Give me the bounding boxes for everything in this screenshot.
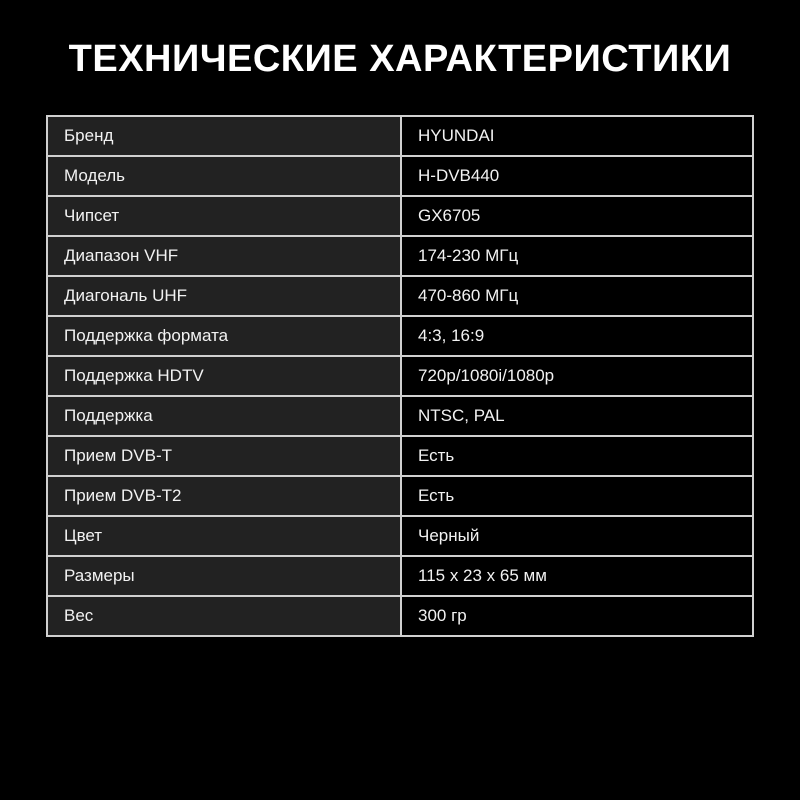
spec-label: Диапазон VHF bbox=[46, 235, 402, 277]
spec-label: Поддержка HDTV bbox=[46, 355, 402, 397]
table-row: Поддержка формата 4:3, 16:9 bbox=[46, 315, 754, 357]
table-row: Диапазон VHF 174-230 МГц bbox=[46, 235, 754, 277]
spec-value: 174-230 МГц bbox=[400, 235, 754, 277]
table-row: Поддержка HDTV 720p/1080i/1080p bbox=[46, 355, 754, 397]
spec-label: Вес bbox=[46, 595, 402, 637]
spec-value: H-DVB440 bbox=[400, 155, 754, 197]
spec-label: Цвет bbox=[46, 515, 402, 557]
spec-label: Бренд bbox=[46, 115, 402, 157]
spec-value: 300 гр bbox=[400, 595, 754, 637]
spec-value: GX6705 bbox=[400, 195, 754, 237]
table-row: Размеры 115 x 23 x 65 мм bbox=[46, 555, 754, 597]
spec-value: 470-860 МГц bbox=[400, 275, 754, 317]
table-row: Бренд HYUNDAI bbox=[46, 115, 754, 157]
spec-value: Есть bbox=[400, 435, 754, 477]
table-row: Чипсет GX6705 bbox=[46, 195, 754, 237]
page-title: ТЕХНИЧЕСКИЕ ХАРАКТЕРИСТИКИ bbox=[68, 38, 732, 80]
spec-value: Черный bbox=[400, 515, 754, 557]
table-row: Прием DVB-T Есть bbox=[46, 435, 754, 477]
table-row: Прием DVB-T2 Есть bbox=[46, 475, 754, 517]
table-row: Поддержка NTSC, PAL bbox=[46, 395, 754, 437]
table-row: Модель H-DVB440 bbox=[46, 155, 754, 197]
table-row: Вес 300 гр bbox=[46, 595, 754, 637]
spec-label: Диагональ UHF bbox=[46, 275, 402, 317]
spec-label: Модель bbox=[46, 155, 402, 197]
table-row: Диагональ UHF 470-860 МГц bbox=[46, 275, 754, 317]
spec-label: Поддержка bbox=[46, 395, 402, 437]
spec-value: NTSC, PAL bbox=[400, 395, 754, 437]
spec-value: Есть bbox=[400, 475, 754, 517]
spec-label: Прием DVB-T2 bbox=[46, 475, 402, 517]
spec-value: 115 x 23 x 65 мм bbox=[400, 555, 754, 597]
spec-value: 720p/1080i/1080p bbox=[400, 355, 754, 397]
spec-value: HYUNDAI bbox=[400, 115, 754, 157]
spec-label: Прием DVB-T bbox=[46, 435, 402, 477]
spec-value: 4:3, 16:9 bbox=[400, 315, 754, 357]
spec-label: Поддержка формата bbox=[46, 315, 402, 357]
specs-table: Бренд HYUNDAI Модель H-DVB440 Чипсет GX6705 Ди… bbox=[46, 115, 754, 637]
table-row: Цвет Черный bbox=[46, 515, 754, 557]
spec-label: Чипсет bbox=[46, 195, 402, 237]
spec-label: Размеры bbox=[46, 555, 402, 597]
